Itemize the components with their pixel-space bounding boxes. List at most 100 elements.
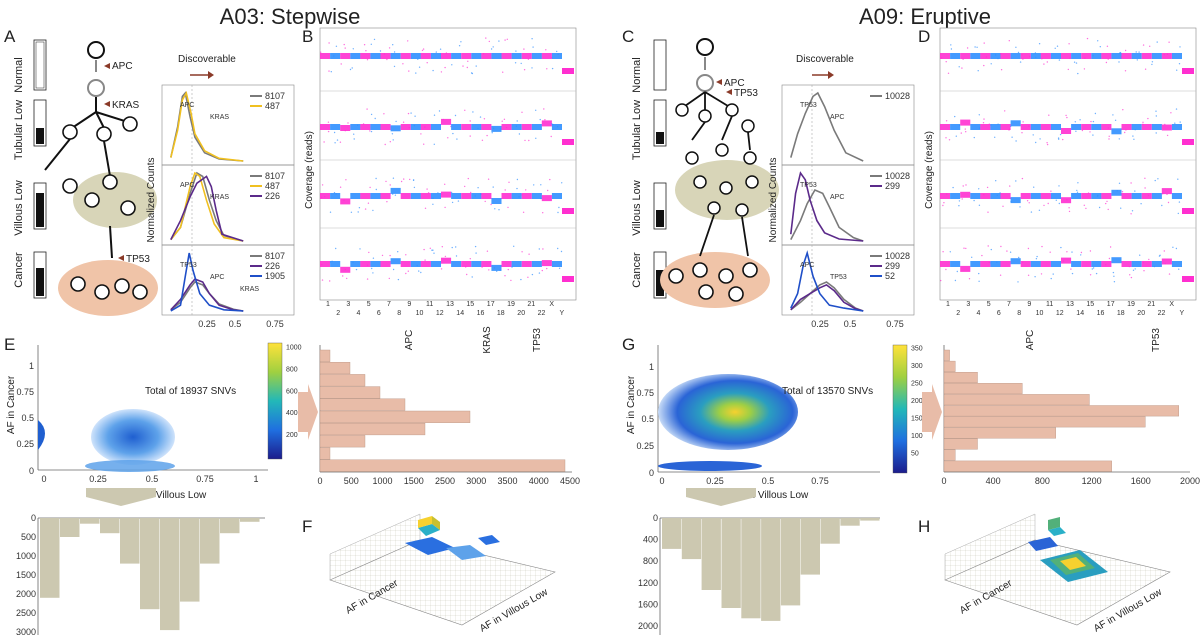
e-right-bar-1 — [319, 447, 331, 460]
stage-label-villous-c: Villous Low — [631, 180, 643, 235]
d-dot-1-2-0 — [965, 131, 967, 133]
c-curve-0-0 — [790, 91, 864, 162]
b-dot-0-21-2 — [532, 46, 534, 48]
d-dot-1-7-0 — [1010, 125, 1012, 128]
e-bottom-bar-10 — [240, 518, 260, 522]
a-legend-label-2-0: 8107 — [265, 251, 285, 261]
b-dot-3-12-0 — [444, 255, 447, 258]
b-seg-0-0 — [320, 53, 331, 59]
c-curve-1-1 — [790, 171, 864, 242]
b-dot-2-15-2 — [474, 195, 476, 197]
ylabel-normalized-counts-a: Normalized Counts — [146, 157, 157, 242]
b-dot-2-16-2 — [487, 178, 490, 180]
d-seg-3-13 — [1071, 261, 1082, 267]
b-dot-0-14-0 — [467, 60, 469, 62]
b-dot-3-14-0 — [466, 273, 468, 276]
b-dot-0-4-2 — [366, 59, 369, 61]
d-dot-2-22-0 — [1167, 201, 1170, 204]
d-dot-2-9-2 — [1033, 186, 1035, 188]
d-dot-1-17-0 — [1114, 119, 1117, 122]
d-seg-0-0 — [940, 53, 951, 59]
b-dot-2-19-1 — [516, 187, 518, 190]
d-dot-1-1-2 — [955, 135, 957, 137]
g-bottom-bar-6 — [780, 518, 801, 606]
d-seg-2-6 — [1000, 193, 1011, 199]
b-dot-1-6-0 — [389, 141, 391, 143]
g-xtick-05: 0.5 — [762, 476, 775, 486]
d-dot-0-19-0 — [1135, 51, 1137, 53]
d-dot-2-8-1 — [1026, 200, 1029, 202]
d-dot-1-9-0 — [1032, 134, 1034, 136]
e-xtick-05: 0.5 — [146, 474, 159, 484]
d-seg-3-15 — [1091, 261, 1102, 267]
b-dot-2-3-0 — [358, 207, 361, 209]
g-right-xtick-4: 1600 — [1131, 476, 1151, 486]
d-dot-2-11-2 — [1058, 202, 1061, 205]
b-seg-1-22 — [541, 120, 552, 127]
b-dot-3-1-2 — [329, 261, 332, 263]
d-dot-3-17-2 — [1113, 281, 1116, 283]
b-seg-2-6 — [380, 193, 391, 199]
b-seg-2-2 — [340, 198, 351, 205]
d-dot-3-8-0 — [1022, 261, 1024, 264]
d-dot-0-14-2 — [1084, 57, 1086, 59]
b-dot-0-10-1 — [421, 49, 424, 52]
d-dot-2-21-2 — [1161, 204, 1163, 207]
b-seg-2-0 — [320, 193, 331, 199]
d-dot-0-7-0 — [1015, 46, 1017, 48]
b-dot-1-23-0 — [556, 126, 559, 128]
d-dot-2-5-0 — [995, 180, 997, 182]
stage-label-villous: Villous Low — [13, 180, 25, 235]
d-dot-1-12-2 — [1066, 116, 1068, 119]
d-dot-2-16-1 — [1107, 208, 1109, 211]
c-curve-2-1 — [790, 283, 864, 312]
b-tail-0 — [562, 68, 574, 74]
b-dot-0-6-1 — [388, 47, 391, 49]
b-dot-0-15-1 — [470, 72, 473, 74]
b-dot-3-7-2 — [392, 268, 395, 271]
d-dot-1-4-1 — [988, 123, 990, 125]
b-dot-1-7-2 — [395, 120, 397, 123]
e-right-xtick-1: 500 — [344, 476, 359, 486]
b-dot-2-10-2 — [426, 188, 428, 190]
panel-label-c: C — [622, 27, 634, 46]
e-xtick-075: 0.75 — [196, 474, 214, 484]
d-dot-1-10-2 — [1046, 142, 1048, 144]
b-dot-3-1-0 — [335, 247, 337, 250]
d-seg-0-13 — [1071, 53, 1082, 59]
g-bottom-bar-0 — [662, 518, 682, 549]
b-dot-1-17-0 — [493, 127, 495, 129]
d-seg-3-10 — [1040, 261, 1051, 267]
d-seg-2-16 — [1101, 193, 1112, 199]
d-dot-1-18-0 — [1125, 129, 1127, 131]
b-dot-2-6-0 — [385, 180, 387, 183]
d-dot-1-18-2 — [1122, 109, 1124, 111]
c-legend-label-2-1: 299 — [885, 261, 900, 271]
b-seg-1-0 — [320, 124, 331, 130]
d-seg-3-21 — [1151, 261, 1162, 267]
b-dot-3-10-0 — [429, 247, 431, 249]
b-dot-2-5-1 — [375, 188, 377, 191]
d-seg-3-9 — [1030, 261, 1041, 267]
d-seg-1-17 — [1111, 128, 1122, 135]
b-dot-3-9-2 — [420, 271, 422, 274]
gene-kras-a: KRAS — [112, 100, 140, 111]
e-right-xtick-0: 0 — [317, 476, 322, 486]
b-dot-2-1-1 — [329, 211, 332, 213]
g-right-bar-1 — [943, 449, 956, 461]
b-dot-2-7-1 — [392, 193, 394, 195]
d-dot-0-15-1 — [1099, 46, 1102, 48]
d-dot-2-4-1 — [987, 211, 989, 213]
d-dot-3-5-2 — [996, 261, 998, 264]
b-dot-3-4-1 — [366, 278, 369, 280]
b-seg-3-1 — [330, 261, 341, 267]
g-right-xtick-3: 1200 — [1082, 476, 1102, 486]
b-dot-2-14-2 — [470, 191, 472, 194]
b-dot-0-2-2 — [340, 63, 342, 65]
d-dot-0-21-1 — [1151, 63, 1153, 66]
d-dot-2-1-1 — [958, 200, 961, 202]
b-dot-2-22-1 — [549, 178, 551, 181]
c-annotation-1-1: APC — [830, 194, 844, 201]
b-dot-3-17-1 — [496, 270, 498, 272]
b-dot-0-2-1 — [344, 47, 346, 49]
